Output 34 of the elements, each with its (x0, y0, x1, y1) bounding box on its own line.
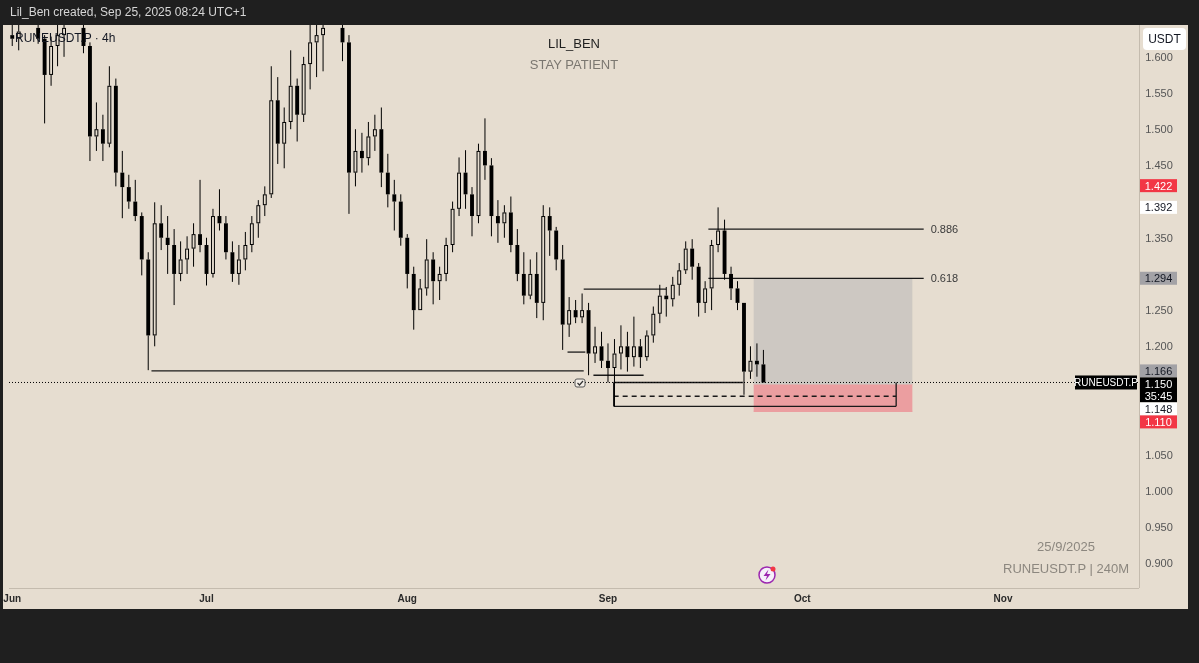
text: 1.148 (1144, 402, 1173, 415)
ref-line-label: RUNEUSDT.P (1074, 377, 1139, 389)
text: 1.110 (1145, 415, 1172, 428)
annotation: 1.294 (1144, 272, 1173, 285)
series-label: 0.618 (930, 272, 959, 285)
y-tick-label: 0.950 (1145, 521, 1173, 534)
text: STAY PATIENT (529, 57, 619, 72)
text: Lil_Ben created, Sep 25, 2025 08:24 UTC+1 (10, 5, 247, 19)
x-tick-label: Aug (397, 593, 417, 604)
series-label: 0.886 (930, 223, 959, 236)
x-tick-label: Nov (993, 593, 1013, 604)
y-tick-label: 1.500 (1145, 123, 1173, 136)
annotation: 25/9/2025 (1037, 539, 1095, 554)
x-tick-label: Oct (793, 593, 812, 604)
y-tick-label: 1.350 (1145, 231, 1173, 244)
y-tick-label: 1.550 (1145, 87, 1173, 100)
annotation: 1.392 (1144, 201, 1173, 214)
y-axis-title: USDT (1148, 32, 1182, 46)
annotation: 1.422 (1144, 179, 1173, 192)
x-tick-label: Sep (598, 593, 618, 604)
y-tick-label: 0.900 (1145, 557, 1173, 570)
annotation: 1.166 (1144, 364, 1173, 377)
annotation: RUNEUSDT.P | 240M (1003, 561, 1129, 576)
text: 35:45 (1144, 389, 1173, 402)
text: 1.150 (1144, 377, 1173, 390)
x-tick-label: Jul (199, 593, 214, 604)
y-tick-label: 1.000 (1145, 485, 1173, 498)
text: LIL_BEN (547, 36, 601, 51)
x-tick-label: Jun (3, 593, 22, 604)
y-tick-label: 1.050 (1145, 448, 1173, 461)
y-tick-label: 1.600 (1145, 50, 1173, 63)
y-tick-label: 1.200 (1145, 340, 1173, 353)
y-tick-label: 1.450 (1145, 159, 1173, 172)
y-tick-label: 1.250 (1145, 304, 1173, 317)
